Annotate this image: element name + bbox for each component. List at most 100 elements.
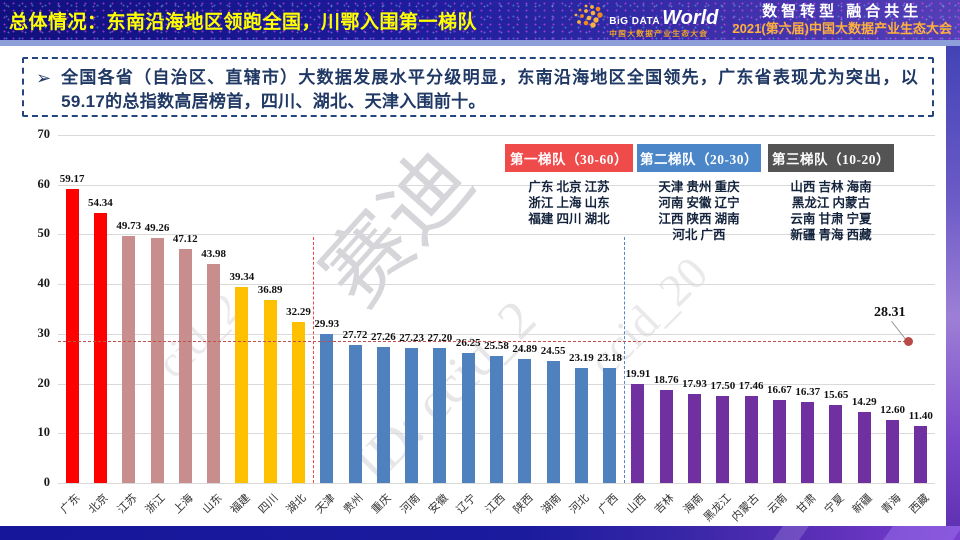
gridline	[58, 333, 935, 335]
legend-province-line: 黑龙江 内蒙古	[791, 196, 871, 210]
legend-province-line: 云南 甘肃 宁夏	[790, 212, 872, 226]
bar-value-label: 27.23	[399, 331, 424, 344]
bar-value-label: 32.29	[286, 306, 311, 319]
summary-box: ➢ 全国各省（自治区、直辖市）大数据发展水平分级明显，东南沿海地区全国领先，广东…	[22, 57, 934, 117]
bar-value-label: 17.50	[710, 380, 736, 392]
tier-divider-line	[623, 237, 625, 483]
bar	[574, 367, 588, 483]
legend-province-line: 福建 四川 湖北	[528, 212, 610, 226]
bar	[122, 235, 136, 483]
footer-decor-wedge	[773, 526, 809, 540]
bar	[518, 359, 532, 483]
legend-province-line: 新疆 青海 西藏	[790, 228, 872, 242]
watermark-text: ccid_20	[578, 246, 718, 387]
bar	[150, 238, 164, 483]
bar-value-label: 43.98	[201, 248, 226, 261]
conference-branding: BiG DATA World 中国大数据产业生态大会 数智转型 融合共生 202…	[567, 0, 956, 40]
bar-value-label: 25.58	[484, 339, 509, 352]
bar	[178, 248, 192, 483]
bar	[716, 396, 730, 483]
y-axis-tick-label: 70	[37, 127, 51, 141]
bar-value-label: 14.29	[851, 395, 877, 408]
legend-province-line: 广东 北京 江苏	[528, 180, 610, 194]
bar-value-label: 47.12	[172, 232, 198, 245]
gridline	[58, 184, 935, 186]
bar	[829, 405, 843, 483]
slogan-text: 数智转型 融合共生	[762, 2, 923, 20]
y-axis-tick-label: 10	[37, 425, 51, 440]
bar	[461, 352, 475, 483]
bar	[207, 264, 221, 483]
footer-decor-wedge	[883, 526, 960, 540]
gridline	[58, 433, 935, 435]
logo-bigdata-label: BiG DATA	[609, 15, 661, 27]
logo-world-label: World	[662, 6, 719, 29]
bar-value-label: 12.60	[880, 404, 905, 417]
bar-value-label: 54.34	[88, 196, 113, 209]
y-axis-tick-label: 0	[43, 475, 50, 489]
gridline	[58, 284, 935, 286]
y-axis-tick-label: 40	[37, 276, 51, 291]
y-axis-tick-label: 20	[37, 375, 51, 390]
bar	[320, 334, 334, 483]
bar	[65, 188, 79, 483]
bar	[348, 345, 362, 483]
legend-province-line: 天津 贵州 重庆	[658, 180, 740, 194]
average-dot	[904, 337, 913, 347]
bar	[93, 212, 107, 483]
bar-value-label: 19.91	[625, 368, 651, 381]
bar	[857, 411, 871, 483]
bar-value-label: 15.65	[823, 389, 849, 402]
header-accent-band	[0, 40, 960, 46]
y-axis-tick-label: 60	[37, 176, 51, 191]
bar	[376, 347, 390, 483]
bar-value-label: 18.76	[653, 373, 679, 386]
bar-value-label: 11.40	[908, 410, 933, 423]
bar-value-label: 16.67	[767, 384, 792, 397]
right-edge-strip	[946, 46, 960, 540]
tier-divider-line	[312, 237, 314, 483]
bar	[263, 299, 277, 483]
legend-tier-provinces: 广东 北京 江苏 浙江 上海 山东 福建 四川 湖北	[494, 179, 644, 227]
y-axis-tick-label: 50	[37, 226, 51, 241]
legend-province-line: 山西 吉林 海南	[790, 180, 872, 194]
bar-value-label: 49.73	[116, 219, 142, 232]
bar	[801, 401, 815, 483]
event-slogan: 数智转型 融合共生 2021(第六届)中国大数据产业生态大会	[732, 3, 956, 38]
bar	[886, 420, 900, 483]
bar	[490, 355, 503, 483]
bar-value-label: 27.26	[370, 331, 396, 344]
watermark-text: 赛迪	[304, 132, 491, 325]
watermark-text: ID: ccid_2	[342, 288, 548, 494]
bar	[405, 347, 419, 483]
bar-value-label: 17.46	[738, 380, 764, 393]
legend-province-line: 浙江 上海 山东	[528, 196, 610, 210]
header-bar: 总体情况：东南沿海地区领跑全国，川鄂入围第一梯队 BiG DATA World	[0, 0, 960, 40]
legend-tier-box: 第二梯队（20-30）	[637, 144, 761, 172]
y-axis-tick-label: 30	[37, 325, 51, 340]
arrow-bullet-icon: ➢	[36, 68, 52, 88]
bar	[631, 384, 645, 483]
bar-value-label: 27.72	[342, 329, 368, 342]
bar-value-label: 36.89	[257, 283, 283, 296]
average-value-label: 28.31	[874, 305, 906, 320]
bigdata-world-logo: BiG DATA World 中国大数据产业生态大会	[567, 3, 718, 37]
page-title: 总体情况：东南沿海地区领跑全国，川鄂入围第一梯队	[9, 11, 478, 33]
bar	[659, 389, 673, 483]
logo-subtitle: 中国大数据产业生态大会	[609, 28, 709, 38]
gridline	[58, 135, 935, 136]
bar-value-label: 16.37	[795, 385, 821, 398]
average-callout-line	[891, 321, 906, 339]
bar	[546, 360, 560, 483]
bar-value-label: 24.89	[512, 343, 538, 356]
summary-text: 全国各省（自治区、直辖市）大数据发展水平分级明显，东南沿海地区全国领先，广东省表…	[61, 68, 918, 111]
legend-tier-box: 第一梯队（30-60）	[505, 144, 633, 172]
gridline	[58, 234, 935, 236]
bar-value-label: 49.26	[144, 222, 170, 235]
bar	[433, 347, 447, 483]
legend-tier-box: 第三梯队（10-20）	[768, 144, 894, 172]
watermark-text: cid_2	[146, 283, 251, 388]
bar-value-label: 29.93	[314, 318, 340, 331]
bar-value-label: 17.93	[682, 377, 707, 390]
